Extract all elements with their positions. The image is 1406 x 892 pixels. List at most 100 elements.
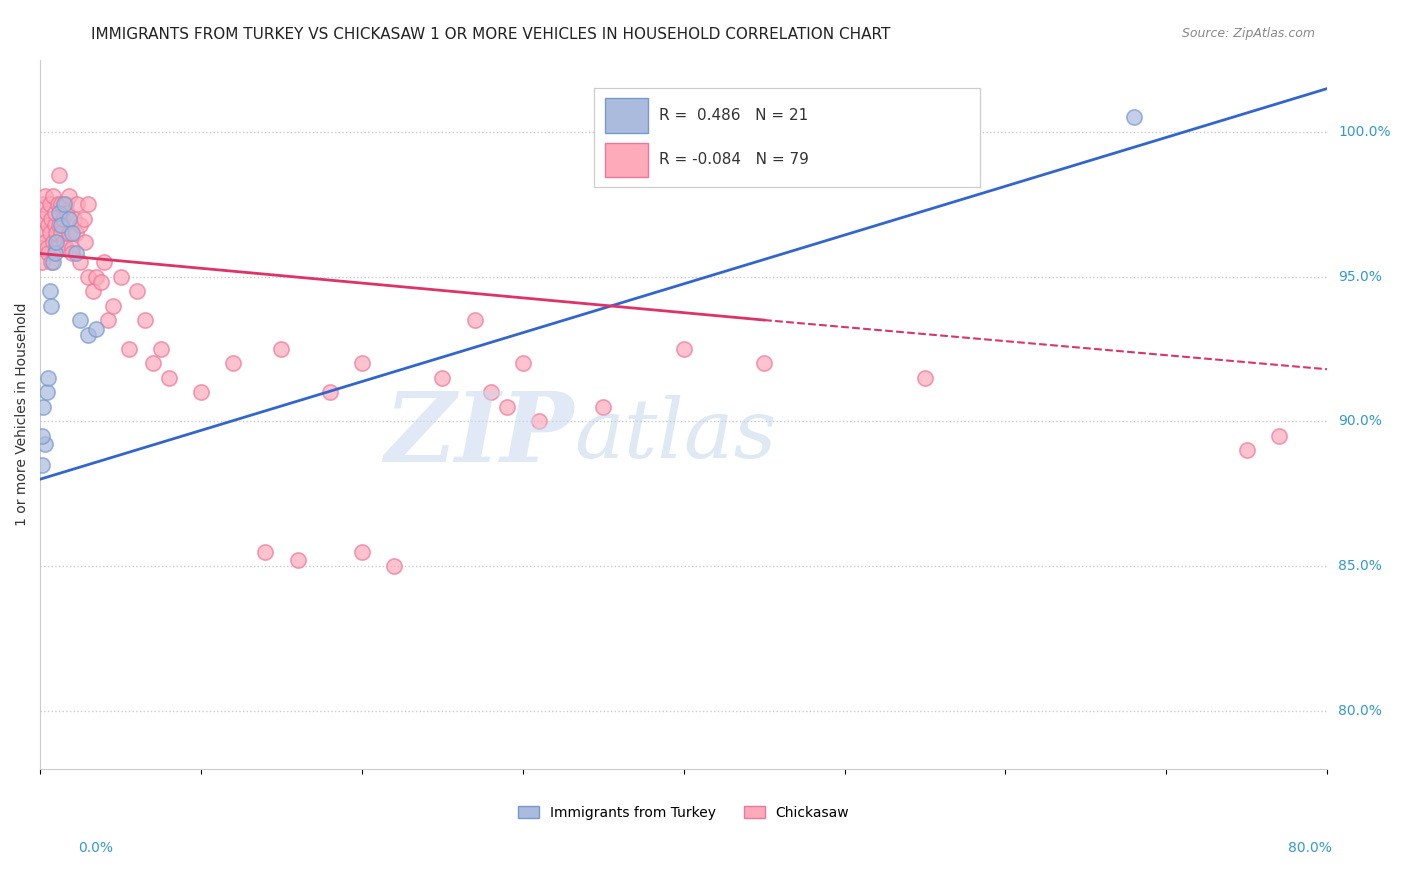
Point: [382, 559, 405, 574]
Point: [32, 197, 55, 211]
Point: [45, 241, 67, 255]
Point: [77, 327, 100, 342]
Point: [32, 211, 55, 226]
Point: [157, 371, 180, 385]
Point: [350, 544, 373, 558]
Point: [34, 235, 56, 249]
Point: [58, 211, 80, 226]
Point: [69, 313, 91, 327]
Point: [53, 197, 76, 211]
Point: [86, 322, 108, 336]
Point: [34, 437, 56, 451]
Point: [66, 197, 89, 211]
Point: [32, 226, 55, 240]
Point: [48, 218, 70, 232]
Text: 95.0%: 95.0%: [1339, 269, 1382, 284]
Text: IMMIGRANTS FROM TURKEY VS CHICKASAW 1 OR MORE VEHICLES IN HOUSEHOLD CORRELATION : IMMIGRANTS FROM TURKEY VS CHICKASAW 1 OR…: [91, 27, 891, 42]
Point: [44, 206, 66, 220]
Point: [77, 269, 100, 284]
Point: [58, 188, 80, 202]
Point: [72, 211, 94, 226]
Point: [97, 313, 120, 327]
Point: [117, 342, 139, 356]
Point: [41, 211, 63, 226]
Point: [149, 342, 172, 356]
Point: [65, 226, 87, 240]
Point: [49, 226, 72, 240]
Point: [38, 197, 60, 211]
Point: [527, 414, 550, 428]
Point: [53, 235, 76, 249]
Text: 90.0%: 90.0%: [1339, 415, 1382, 428]
Point: [752, 356, 775, 370]
Point: [38, 284, 60, 298]
Point: [44, 246, 66, 260]
Point: [90, 276, 112, 290]
Point: [479, 385, 502, 400]
Point: [142, 356, 165, 370]
Point: [86, 269, 108, 284]
Text: 0.0%: 0.0%: [79, 841, 112, 855]
Point: [190, 385, 212, 400]
Point: [125, 284, 148, 298]
Point: [49, 197, 72, 211]
Point: [44, 218, 66, 232]
Point: [52, 211, 75, 226]
Text: ZIP: ZIP: [385, 388, 574, 483]
Point: [38, 226, 60, 240]
Point: [672, 342, 695, 356]
Point: [110, 269, 132, 284]
Text: atlas: atlas: [574, 395, 776, 475]
Point: [60, 226, 83, 240]
Text: Source: ZipAtlas.com: Source: ZipAtlas.com: [1181, 27, 1315, 40]
Point: [35, 385, 58, 400]
Point: [319, 385, 342, 400]
Point: [37, 218, 59, 232]
Point: [1236, 443, 1258, 458]
Point: [65, 246, 87, 260]
Point: [37, 246, 59, 260]
Point: [495, 400, 517, 414]
Point: [1268, 429, 1291, 443]
Point: [32, 400, 55, 414]
Text: 80.0%: 80.0%: [1339, 704, 1382, 718]
Point: [31, 429, 53, 443]
Point: [512, 356, 534, 370]
Point: [56, 206, 79, 220]
Point: [35, 206, 58, 220]
Point: [46, 197, 69, 211]
Point: [134, 313, 156, 327]
Point: [69, 255, 91, 269]
Point: [254, 544, 277, 558]
Point: [31, 241, 53, 255]
Point: [42, 235, 65, 249]
Point: [93, 255, 115, 269]
Point: [77, 197, 100, 211]
Point: [464, 313, 486, 327]
Point: [31, 458, 53, 472]
Point: [592, 400, 614, 414]
Point: [45, 226, 67, 240]
Point: [58, 226, 80, 240]
Text: 80.0%: 80.0%: [1288, 841, 1333, 855]
Legend: Immigrants from Turkey, Chickasaw: Immigrants from Turkey, Chickasaw: [512, 800, 855, 825]
Point: [37, 371, 59, 385]
Point: [69, 218, 91, 232]
Point: [270, 342, 292, 356]
Point: [82, 284, 104, 298]
Point: [287, 553, 309, 567]
Point: [222, 356, 245, 370]
Point: [42, 255, 65, 269]
Text: 100.0%: 100.0%: [1339, 125, 1391, 139]
Point: [63, 211, 86, 226]
Point: [31, 255, 53, 269]
Y-axis label: 1 or more Vehicles in Household: 1 or more Vehicles in Household: [15, 302, 30, 526]
Point: [60, 246, 83, 260]
Point: [101, 299, 124, 313]
Point: [350, 356, 373, 370]
Point: [41, 299, 63, 313]
Point: [48, 206, 70, 220]
Point: [75, 235, 97, 249]
Point: [34, 188, 56, 202]
Point: [1123, 111, 1146, 125]
